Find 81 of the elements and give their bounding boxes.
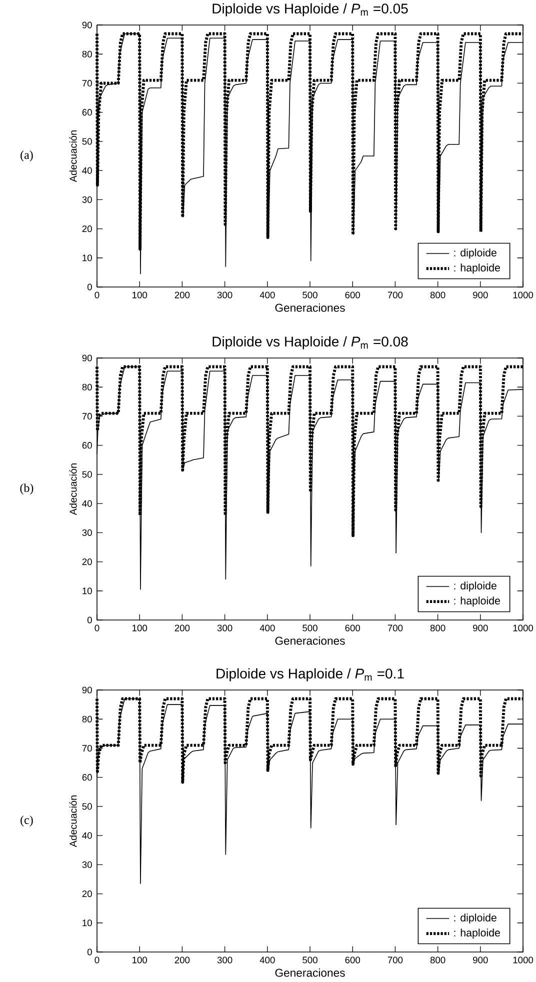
x-tick-label: 900 [473, 624, 488, 632]
chart-title: Diploide vs Haploide / P$_{m}$ =0.05 [212, 3, 408, 16]
y-tick-label: 20 [82, 558, 92, 566]
x-tick-label: 800 [430, 292, 446, 298]
x-tick-label: 200 [174, 624, 190, 632]
y-tick-label: 90 [82, 686, 92, 694]
y-tick-label: 40 [82, 167, 92, 174]
y-tick-label: 60 [82, 109, 92, 116]
y-tick-label: 30 [82, 529, 92, 536]
x-tick-label: 800 [430, 624, 446, 632]
legend-label: : haploide [454, 264, 500, 274]
y-tick-label: 0 [87, 948, 92, 956]
y-tick-label: 20 [82, 890, 92, 898]
x-tick-label: 100 [132, 956, 148, 964]
y-tick-label: 10 [82, 254, 92, 262]
y-tick-label: 80 [82, 384, 92, 390]
y-tick-label: 50 [82, 138, 92, 145]
legend-label: : haploide [454, 928, 500, 939]
y-tick-label: 10 [82, 920, 92, 926]
x-tick-label: 500 [302, 292, 318, 298]
y-tick-label: 70 [82, 412, 92, 420]
y-tick-label: 90 [82, 354, 92, 362]
x-tick-label: 0 [94, 624, 100, 632]
y-tick-label: 60 [82, 442, 92, 449]
x-tick-label: 500 [302, 624, 318, 632]
y-tick-label: 70 [82, 744, 92, 752]
y-tick-label: 20 [82, 225, 92, 232]
x-tick-label: 900 [473, 956, 488, 964]
legend-label: : diploide [454, 914, 496, 924]
y-tick-label: 70 [82, 80, 92, 87]
legend-label: : diploide [454, 582, 496, 592]
x-axis-title: Generaciones [275, 636, 345, 645]
y-tick-label: 30 [82, 861, 92, 868]
x-tick-label: 600 [345, 292, 360, 298]
x-tick-label: 200 [174, 292, 190, 298]
y-tick-label: 90 [82, 22, 92, 28]
y-axis-title: Adecuación [69, 796, 77, 848]
y-tick-label: 0 [87, 616, 92, 624]
y-tick-label: 40 [82, 832, 92, 839]
x-tick-label: 100 [132, 624, 148, 632]
legend-label: : diploide [454, 248, 496, 259]
y-tick-label: 10 [82, 588, 92, 594]
x-tick-label: 200 [174, 956, 190, 964]
y-tick-label: 40 [82, 500, 92, 507]
text: (c) [20, 816, 33, 826]
y-tick-label: 50 [82, 471, 92, 478]
x-tick-label: 1000 [513, 624, 534, 632]
y-tick-label: 50 [82, 803, 92, 810]
x-tick-label: 700 [388, 956, 403, 964]
x-tick-label: 1000 [513, 292, 534, 298]
x-axis-title: Generaciones [275, 968, 345, 977]
chart-title: Diploide vs Haploide / P$_{m}$ =0.1 [216, 668, 404, 682]
x-tick-label: 0 [94, 292, 100, 298]
x-tick-label: 400 [260, 956, 275, 964]
text: (b) [20, 484, 34, 494]
x-tick-label: 300 [217, 292, 232, 298]
y-tick-label: 30 [82, 196, 92, 203]
x-axis-title: Generaciones [275, 303, 345, 312]
y-tick-label: 80 [82, 716, 92, 722]
x-tick-label: 600 [345, 956, 360, 964]
x-tick-label: 1000 [513, 956, 534, 964]
x-tick-label: 100 [132, 292, 148, 298]
x-tick-label: 300 [217, 624, 232, 632]
x-tick-label: 300 [217, 956, 232, 964]
y-tick-label: 80 [82, 50, 92, 58]
x-tick-label: 800 [430, 956, 446, 964]
x-tick-label: 700 [388, 624, 403, 632]
x-tick-label: 700 [388, 292, 403, 298]
x-tick-label: 600 [345, 624, 360, 632]
x-tick-label: 0 [94, 956, 100, 964]
y-axis-title: Adecuación [69, 464, 77, 516]
y-axis-title: Adecuación [69, 130, 77, 182]
x-tick-label: 400 [260, 292, 275, 298]
y-tick-label: 60 [82, 774, 92, 781]
x-tick-label: 900 [473, 292, 488, 298]
legend-label: : haploide [454, 596, 500, 607]
text: (a) [20, 150, 33, 162]
x-tick-label: 400 [260, 624, 275, 632]
chart-title: Diploide vs Haploide / P$_{m}$ =0.08 [212, 336, 408, 350]
x-tick-label: 500 [302, 956, 318, 964]
y-tick-label: 0 [87, 284, 92, 290]
